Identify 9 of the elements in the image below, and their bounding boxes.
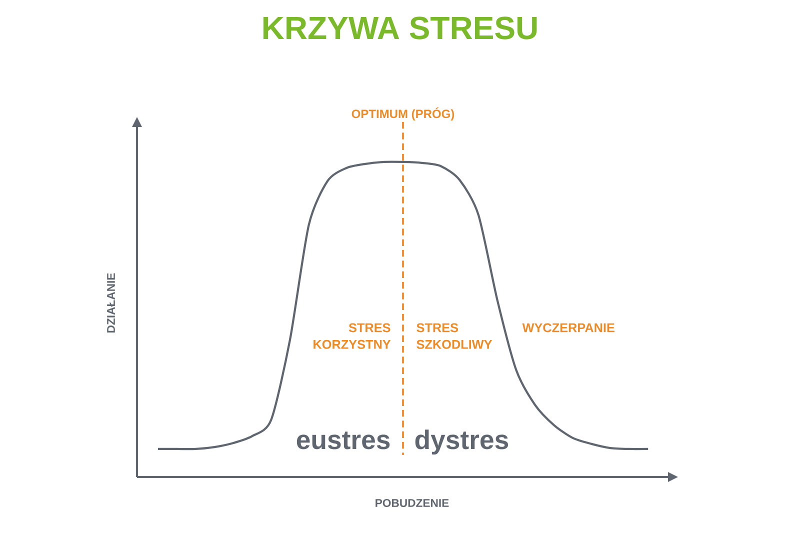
y-axis-title: DZIAŁANIE [107,273,115,332]
annotation: eustres [296,432,390,450]
annotation: WYCZERPANIE [522,323,614,332]
annotation: STRES SZKODLIWY [416,323,492,349]
annotation: dystres [415,430,508,455]
annotation: STRES KORZYSTNY [314,323,391,349]
x-axis-title: POBUDZENIE [376,498,449,508]
text: OPTIMUM (PRÓG) [352,107,454,120]
chart-title: KRZYWA STRESU [263,16,537,40]
